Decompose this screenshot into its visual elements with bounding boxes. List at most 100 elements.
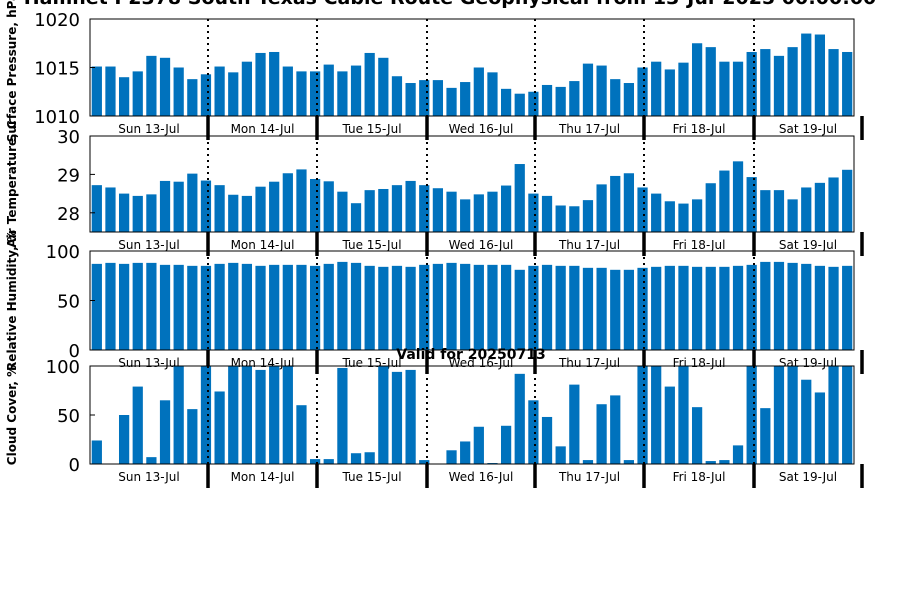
bar-3-55 (828, 266, 839, 350)
bar-1-51 (773, 55, 785, 116)
bar-2-33 (528, 193, 539, 232)
bar-4-8 (187, 409, 198, 464)
bar-2-47 (719, 170, 730, 232)
bar-4-45 (691, 407, 703, 464)
day-label-3-3: Tue 15-Jul (341, 356, 401, 370)
bar-2-15 (282, 173, 293, 232)
bar-3-25 (419, 264, 430, 350)
bar-4-55 (828, 366, 839, 464)
bar-3-15 (282, 264, 293, 350)
bar-3-54 (814, 265, 826, 350)
bar-1-45 (691, 43, 703, 116)
day-label-2-7: Sat 19-Jul (779, 238, 837, 252)
bar-4-5 (146, 457, 157, 464)
ytick-label-3-1: 0 (69, 341, 80, 362)
bar-3-9 (200, 265, 212, 350)
bar-1-28 (460, 82, 471, 116)
bar-1-1 (91, 66, 102, 116)
bar-4-11 (228, 366, 239, 464)
day-label-4-1: Sun 13-Jul (118, 470, 179, 484)
ytick-label-4-2: 50 (57, 406, 80, 427)
bar-4-44 (678, 366, 689, 464)
bar-4-41 (637, 366, 648, 464)
bar-2-51 (773, 190, 785, 232)
bar-3-13 (255, 265, 266, 350)
bar-3-44 (678, 265, 689, 350)
bar-1-19 (337, 71, 348, 116)
bar-1-27 (446, 87, 457, 116)
bar-1-21 (364, 52, 375, 116)
day-label-1-4: Wed 16-Jul (449, 122, 514, 136)
valid-label: Valid for 20250713 (396, 347, 545, 363)
bar-1-44 (678, 62, 689, 116)
ytick-label-3-3: 100 (46, 242, 80, 263)
bar-4-46 (705, 461, 716, 464)
bar-2-32 (514, 164, 525, 232)
bar-2-56 (842, 169, 853, 232)
bar-4-14 (269, 366, 280, 464)
bar-3-27 (446, 262, 457, 350)
bar-3-42 (651, 266, 662, 350)
bar-4-1 (91, 440, 102, 464)
bar-1-29 (473, 67, 484, 116)
bar-1-6 (159, 57, 171, 116)
bar-1-54 (814, 34, 826, 116)
bar-1-31 (500, 88, 512, 116)
bar-1-43 (664, 69, 675, 116)
bar-3-16 (296, 264, 307, 350)
ylabel-4: Cloud Cover, % (5, 365, 19, 465)
bar-2-36 (569, 206, 580, 232)
bar-3-53 (801, 263, 812, 350)
bar-1-4 (132, 71, 143, 116)
bar-4-37 (582, 460, 594, 464)
bar-3-33 (528, 265, 539, 350)
bar-3-6 (159, 264, 171, 350)
bar-2-6 (159, 180, 171, 232)
bar-2-49 (746, 177, 757, 232)
ylabel-1: Surface Pressure, hPa (5, 0, 19, 142)
ytick-label-1-2: 1015 (34, 59, 80, 80)
day-label-2-6: Fri 18-Jul (673, 238, 726, 252)
bar-1-14 (269, 51, 280, 117)
bar-2-27 (446, 191, 457, 232)
bar-2-19 (337, 191, 348, 232)
bar-2-46 (705, 183, 716, 232)
bar-3-37 (582, 267, 594, 350)
ylabel-2: Air Temperature, C (5, 120, 19, 248)
bar-1-36 (569, 81, 580, 116)
bar-3-5 (146, 262, 157, 350)
bar-3-24 (405, 266, 416, 350)
bar-3-17 (309, 265, 321, 350)
bar-3-20 (350, 262, 362, 350)
bar-1-53 (801, 33, 812, 116)
bar-2-5 (146, 194, 157, 232)
bar-3-52 (787, 262, 798, 350)
bar-4-17 (309, 459, 321, 464)
bar-4-56 (842, 366, 853, 464)
bar-3-2 (105, 262, 116, 350)
bar-2-13 (255, 186, 266, 232)
bar-4-24 (405, 369, 416, 464)
bar-3-40 (623, 269, 635, 350)
bar-3-35 (555, 265, 566, 350)
bar-1-7 (173, 67, 184, 116)
bar-2-55 (828, 177, 839, 232)
bar-4-4 (132, 386, 143, 464)
bar-3-34 (541, 264, 553, 350)
bar-4-39 (610, 395, 621, 464)
bar-3-3 (118, 263, 130, 350)
bar-1-22 (378, 57, 389, 116)
day-label-4-4: Wed 16-Jul (449, 470, 514, 484)
bar-1-35 (555, 86, 566, 116)
bar-4-21 (364, 452, 375, 464)
bar-1-5 (146, 55, 157, 116)
bar-2-18 (323, 181, 334, 232)
day-label-1-1: Sun 13-Jul (118, 122, 179, 136)
bar-3-46 (705, 266, 716, 350)
bar-3-28 (460, 263, 471, 350)
bar-3-29 (473, 264, 484, 350)
day-label-2-2: Mon 14-Jul (231, 238, 295, 252)
bar-2-34 (541, 195, 553, 232)
bar-1-40 (623, 83, 635, 116)
